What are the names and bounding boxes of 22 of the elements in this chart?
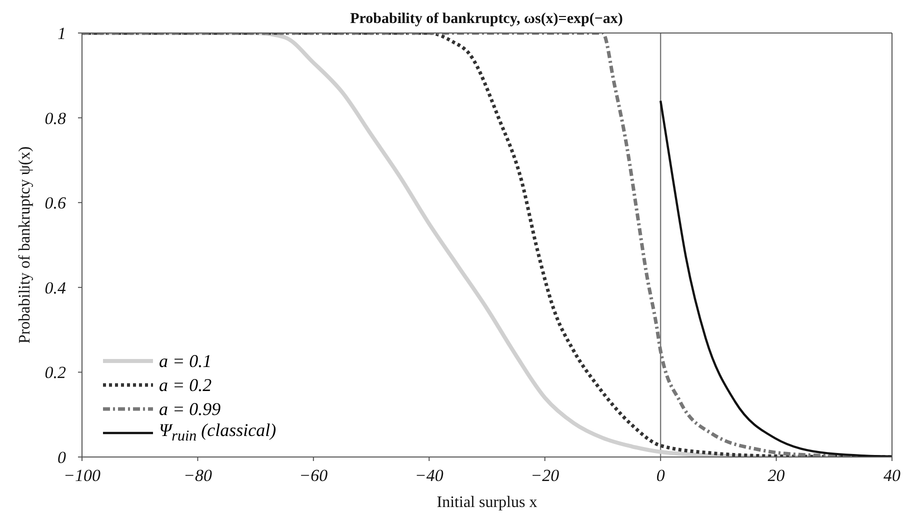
y-tick-label: 0.6 bbox=[44, 194, 66, 213]
legend-label: a = 0.2 bbox=[159, 374, 212, 396]
x-tick-label: 0 bbox=[656, 466, 666, 486]
y-tick-label: 1 bbox=[58, 24, 66, 44]
x-tick-label: −60 bbox=[299, 466, 328, 486]
x-tick-label: 40 bbox=[884, 466, 901, 486]
x-tick-label: 20 bbox=[768, 466, 786, 486]
x-tick-label: −100 bbox=[64, 466, 101, 486]
legend-label: a = 0.99 bbox=[159, 398, 221, 420]
chart-title: Probability of bankruptcy, ωs(x)=exp(−ax) bbox=[350, 11, 623, 27]
y-tick-label: 0.4 bbox=[44, 278, 66, 298]
legend-label: Ψ$_{ruin}$ (classical) bbox=[159, 420, 276, 446]
legend-label: a = 0.1 bbox=[159, 350, 212, 372]
y-tick-label: 0 bbox=[58, 448, 66, 468]
x-tick-label: −20 bbox=[530, 466, 560, 486]
y-axis-title: Probability of bankruptcy ψ(x) bbox=[16, 146, 34, 344]
y-tick-label: 0.2 bbox=[44, 363, 66, 382]
x-axis-title: Initial surplus x bbox=[436, 494, 538, 511]
line-series bbox=[659, 100, 892, 457]
y-tick-label: 0.8 bbox=[44, 108, 66, 128]
x-tick-label: −40 bbox=[414, 466, 444, 486]
x-tick-label: −80 bbox=[183, 466, 212, 486]
